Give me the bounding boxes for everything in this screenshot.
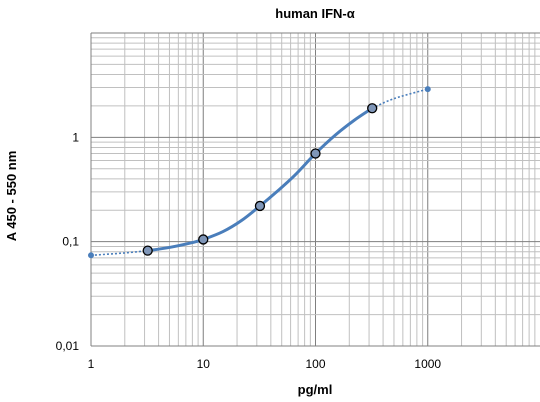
data-point [254, 200, 266, 212]
extrapolated-point [88, 252, 94, 259]
data-point [198, 234, 209, 245]
x-tick-label: 100 [305, 357, 325, 371]
extrapolation-line-high [371, 88, 428, 109]
y-tick-label: 1 [72, 130, 79, 144]
extrapolated-point [424, 86, 431, 93]
plot-frame [90, 32, 540, 347]
fit-curve [146, 106, 374, 253]
y-tick-labels: 0,01 0,1 1 [56, 130, 80, 353]
x-tick-label: 1 [88, 357, 95, 371]
data-point [367, 103, 378, 114]
y-axis-title: A 450 - 550 nm [4, 151, 19, 242]
grid [91, 33, 540, 346]
data-point [310, 148, 321, 159]
x-axis-title: pg/ml [298, 382, 333, 397]
x-tick-label: 1000 [414, 357, 441, 371]
x-tick-label: 10 [197, 357, 211, 371]
chart-title: human IFN-α [275, 6, 355, 21]
data-point [142, 245, 153, 256]
series [88, 86, 431, 259]
y-tick-label: 0,01 [56, 339, 80, 353]
x-tick-labels: 1 10 100 1000 [88, 357, 442, 371]
y-tick-label: 0,1 [62, 235, 79, 249]
